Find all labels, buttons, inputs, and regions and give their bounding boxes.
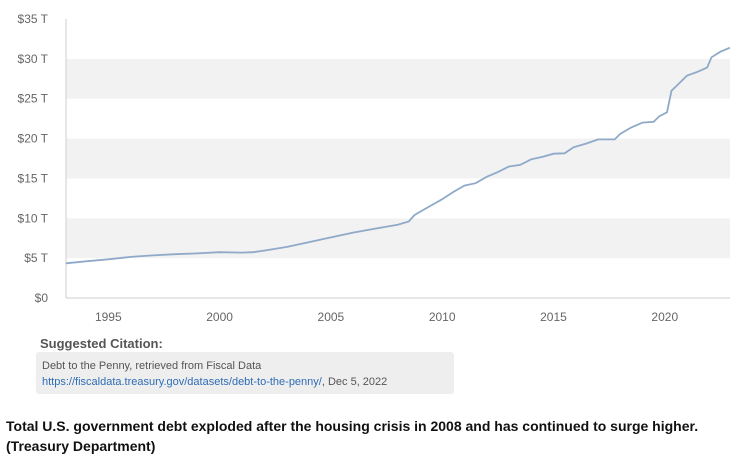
y-tick-label: $20 T [18, 132, 49, 146]
grid-band [66, 19, 730, 59]
grid-band [66, 258, 730, 298]
y-tick-label: $10 T [18, 211, 49, 225]
caption: Total U.S. government debt exploded afte… [6, 418, 699, 454]
citation-date: , Dec 5, 2022 [321, 376, 388, 388]
x-tick-label: 2000 [206, 310, 233, 324]
citation-link[interactable]: https://fiscaldata.treasury.gov/datasets… [42, 376, 322, 388]
x-tick-label: 2010 [429, 310, 456, 324]
y-tick-label: $25 T [18, 92, 49, 106]
y-tick-label: $35 T [18, 12, 49, 26]
x-tick-label: 1995 [95, 310, 122, 324]
x-axis-ticks: 1995 2000 2005 2010 2015 2020 [95, 310, 679, 324]
x-tick-label: 2020 [651, 310, 678, 324]
grid-band [66, 138, 730, 179]
grid-band [66, 178, 730, 219]
x-tick-label: 2015 [540, 310, 567, 324]
y-tick-label: $30 T [18, 52, 49, 66]
citation-box: Debt to the Penny, retrieved from Fiscal… [36, 352, 454, 394]
debt-line-chart: $0 $5 T $10 T $15 T $20 T $25 T $30 T $35 T 199… [18, 12, 731, 324]
grid-band [66, 98, 730, 139]
grid-band [66, 58, 730, 99]
grid-bands [66, 19, 730, 298]
y-axis-ticks: $0 $5 T $10 T $15 T $20 T $25 T $30 T $35 T [18, 12, 49, 305]
citation-heading: Suggested Citation: [40, 336, 163, 351]
y-tick-label: $15 T [18, 171, 49, 185]
citation-url-line: https://fiscaldata.treasury.gov/datasets… [42, 376, 387, 388]
y-tick-label: $5 T [24, 251, 48, 265]
debt-series-line [65, 46, 731, 265]
x-tick-label: 2005 [318, 310, 345, 324]
citation-source: Debt to the Penny, retrieved from Fiscal… [42, 360, 262, 372]
y-tick-label: $0 [35, 291, 49, 305]
